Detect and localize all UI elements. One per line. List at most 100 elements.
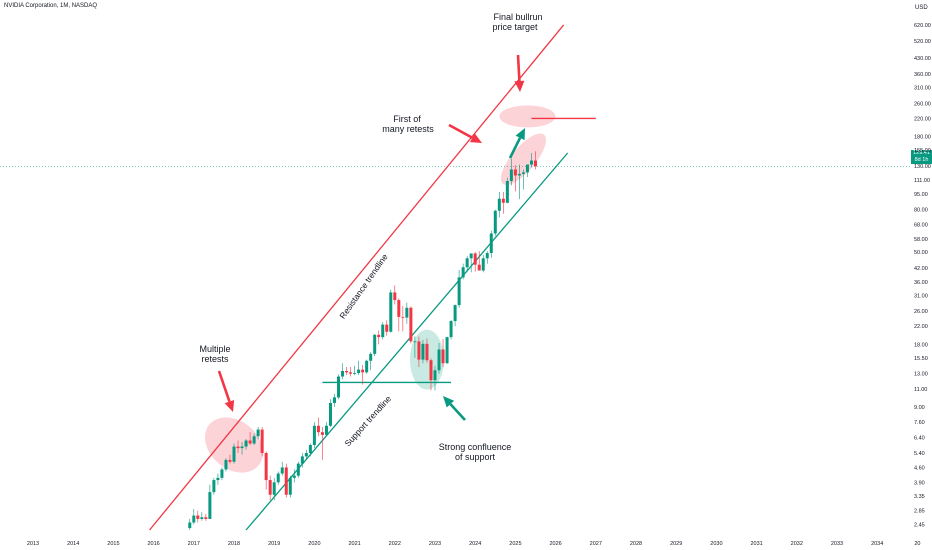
candle xyxy=(513,165,517,192)
candle-body xyxy=(465,258,469,268)
candle-body xyxy=(365,360,369,373)
candle xyxy=(192,509,196,525)
y-tick-label: 95.00 xyxy=(914,192,928,198)
candle-body xyxy=(292,475,296,478)
candle xyxy=(425,338,429,363)
candle xyxy=(365,359,369,374)
candle-body xyxy=(437,349,441,371)
candle xyxy=(320,427,324,460)
candle-body xyxy=(405,307,409,318)
y-tick-label: 26.00 xyxy=(914,309,928,315)
y-tick-label: 220.00 xyxy=(914,116,931,122)
candle xyxy=(256,427,260,440)
y-tick-label: 130.00 xyxy=(914,164,931,170)
candle xyxy=(324,422,328,437)
y-tick-label: 13.00 xyxy=(914,372,928,378)
candle xyxy=(401,306,405,332)
candle xyxy=(465,255,469,273)
candle xyxy=(489,230,493,258)
x-tick-label: 2027 xyxy=(590,541,602,547)
candle-body xyxy=(212,480,216,493)
support-confluence-arrow xyxy=(443,396,466,421)
candle xyxy=(481,254,485,273)
candle-body xyxy=(377,334,381,338)
candle xyxy=(381,322,385,340)
candle-body xyxy=(228,459,232,462)
arrow-head xyxy=(514,80,525,92)
candle xyxy=(312,422,316,449)
candle-body xyxy=(204,517,208,519)
y-tick-label: 155.00 xyxy=(914,148,931,154)
candle-body xyxy=(429,360,433,381)
candle-body xyxy=(200,517,204,519)
x-tick-label: 2032 xyxy=(791,541,803,547)
candle-body xyxy=(457,277,461,306)
candle-body xyxy=(256,429,260,437)
x-tick-label: 2014 xyxy=(67,541,79,547)
candle-body xyxy=(534,160,537,167)
candle-body xyxy=(525,164,529,173)
candle-body xyxy=(220,469,224,478)
x-tick-label: 2022 xyxy=(389,541,401,547)
candle xyxy=(316,417,320,437)
candle-body xyxy=(481,258,485,271)
annotation-final-target-line1: Final bullrun xyxy=(493,12,542,22)
candle-body xyxy=(509,169,513,181)
candle-body xyxy=(264,452,268,481)
candle-body xyxy=(501,198,505,203)
x-tick-label: 2025 xyxy=(509,541,521,547)
candle-body xyxy=(421,343,425,360)
candle-body xyxy=(224,459,228,470)
candle-body xyxy=(529,160,533,165)
candle xyxy=(196,510,200,523)
candle xyxy=(328,399,332,428)
candle xyxy=(232,443,236,464)
annotation-multiple-retests-line1: Multiple xyxy=(199,344,230,354)
candle-body xyxy=(373,334,377,354)
candle-body xyxy=(196,515,200,519)
annotation-confluence-line2: of support xyxy=(455,452,496,462)
first-retest-arrow xyxy=(448,123,482,143)
candle-body xyxy=(308,444,312,453)
candle xyxy=(272,477,276,501)
candle-body xyxy=(385,324,389,332)
candle xyxy=(296,461,300,478)
x-axis: 2013 2014 2015 2016 2017 2018 2019 2020 2021 2022… xyxy=(27,541,921,547)
x-tick-label: 2018 xyxy=(228,541,240,547)
candle-body xyxy=(284,467,288,495)
x-tick-label: 20 xyxy=(914,541,920,547)
arrow-shaft xyxy=(508,137,522,159)
y-tick-label: 18.00 xyxy=(914,342,928,348)
x-tick-label: 2016 xyxy=(147,541,159,547)
x-tick-label: 2028 xyxy=(630,541,642,547)
x-tick-label: 2034 xyxy=(871,541,883,547)
arrow-shaft xyxy=(448,123,473,139)
candle xyxy=(220,467,224,481)
candle xyxy=(244,439,248,450)
candle-body xyxy=(409,307,413,342)
candle-body xyxy=(280,467,284,474)
candle xyxy=(517,164,521,200)
last-price-badge: 129.41 8d 1h xyxy=(911,150,932,164)
x-tick-label: 2033 xyxy=(831,541,843,547)
candle xyxy=(341,363,345,380)
last-price-value: 129.41 xyxy=(913,150,930,156)
candle xyxy=(240,441,244,455)
candle-body xyxy=(272,482,276,495)
candle xyxy=(345,367,349,376)
candle xyxy=(228,454,232,464)
chart-title: NVIDIA Corporation, 1M, NASDAQ xyxy=(4,3,98,9)
candle-body xyxy=(433,370,437,381)
candle xyxy=(461,263,465,280)
candle-body xyxy=(248,440,252,444)
candle xyxy=(441,338,445,368)
y-tick-label: 6.40 xyxy=(914,436,925,442)
candle xyxy=(361,365,365,385)
annotation-arrows xyxy=(217,54,525,421)
candle-body xyxy=(517,173,521,176)
candle-body xyxy=(485,253,489,259)
candle-body xyxy=(489,233,493,254)
candle xyxy=(429,358,433,391)
y-tick-label: 31.00 xyxy=(914,293,928,299)
